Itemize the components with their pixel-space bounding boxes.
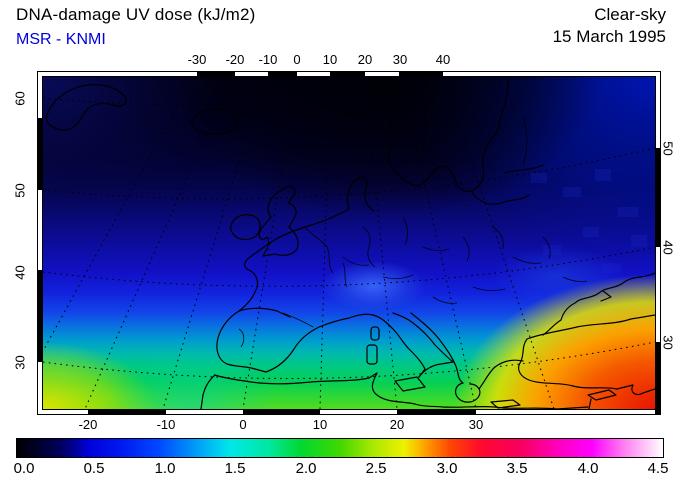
frame-bar-left (38, 72, 43, 414)
pixel-artifacts (531, 169, 647, 273)
colorbar-tick-label: 0.0 (13, 460, 35, 477)
left-axis-tick-label: 60 (12, 91, 28, 106)
right-axis-tick-label: 40 (660, 240, 676, 255)
left-axis-tick-label: 30 (12, 355, 28, 370)
country-borders (238, 96, 588, 348)
right-axis-tick-label: 30 (660, 335, 676, 350)
colorbar-tick-label: 0.5 (83, 460, 105, 477)
bottom-axis-tick-label: 10 (312, 417, 328, 432)
colorbar-tick-label: 1.5 (224, 460, 246, 477)
bottom-axis-tick-label: -10 (156, 417, 176, 432)
right-axis-tick-label: 50 (660, 141, 676, 156)
colorbar-tick-label: 2.0 (295, 460, 317, 477)
source-label: MSR - KNMI (16, 31, 106, 48)
frame-bar-right (655, 72, 660, 414)
bottom-axis-tick-label: 20 (389, 417, 405, 432)
top-axis-tick-label: -30 (187, 52, 207, 67)
bottom-axis-tick-label: -20 (78, 417, 98, 432)
top-axis-tick-label: 10 (322, 52, 338, 67)
colorbar-tick-label: 3.0 (436, 460, 458, 477)
bottom-axis-tick-label: 0 (239, 417, 247, 432)
top-axis-tick-label: -20 (225, 52, 245, 67)
page-title: DNA-damage UV dose (kJ/m2) (16, 5, 256, 24)
date-label: 15 March 1995 (552, 27, 666, 46)
colorbar-tick-label: 4.0 (577, 460, 599, 477)
condition-label: Clear-sky (594, 5, 666, 24)
map-frame (37, 71, 661, 415)
colorbar-tick-label: 4.5 (647, 460, 669, 477)
left-axis-tick-label: 50 (12, 183, 28, 198)
top-axis-tick-label: 40 (435, 52, 451, 67)
map-canvas (42, 76, 656, 410)
graticule (43, 77, 655, 409)
coastlines-svg (43, 77, 655, 409)
colorbar-tick-label: 3.5 (506, 460, 528, 477)
colorbar-tick-label: 2.5 (365, 460, 387, 477)
colorbar-tick-label: 1.0 (154, 460, 176, 477)
top-axis-tick-label: 30 (392, 52, 408, 67)
left-axis-tick-label: 40 (12, 265, 28, 280)
top-axis-tick-label: 20 (357, 52, 373, 67)
colorbar (16, 438, 664, 458)
bottom-axis-tick-label: 30 (468, 417, 484, 432)
top-axis-tick-label: 0 (293, 52, 301, 67)
top-axis-tick-label: -10 (258, 52, 278, 67)
frame-bar-bottom (38, 409, 660, 414)
frame-bar-top (38, 72, 660, 77)
coastlines (45, 78, 655, 409)
